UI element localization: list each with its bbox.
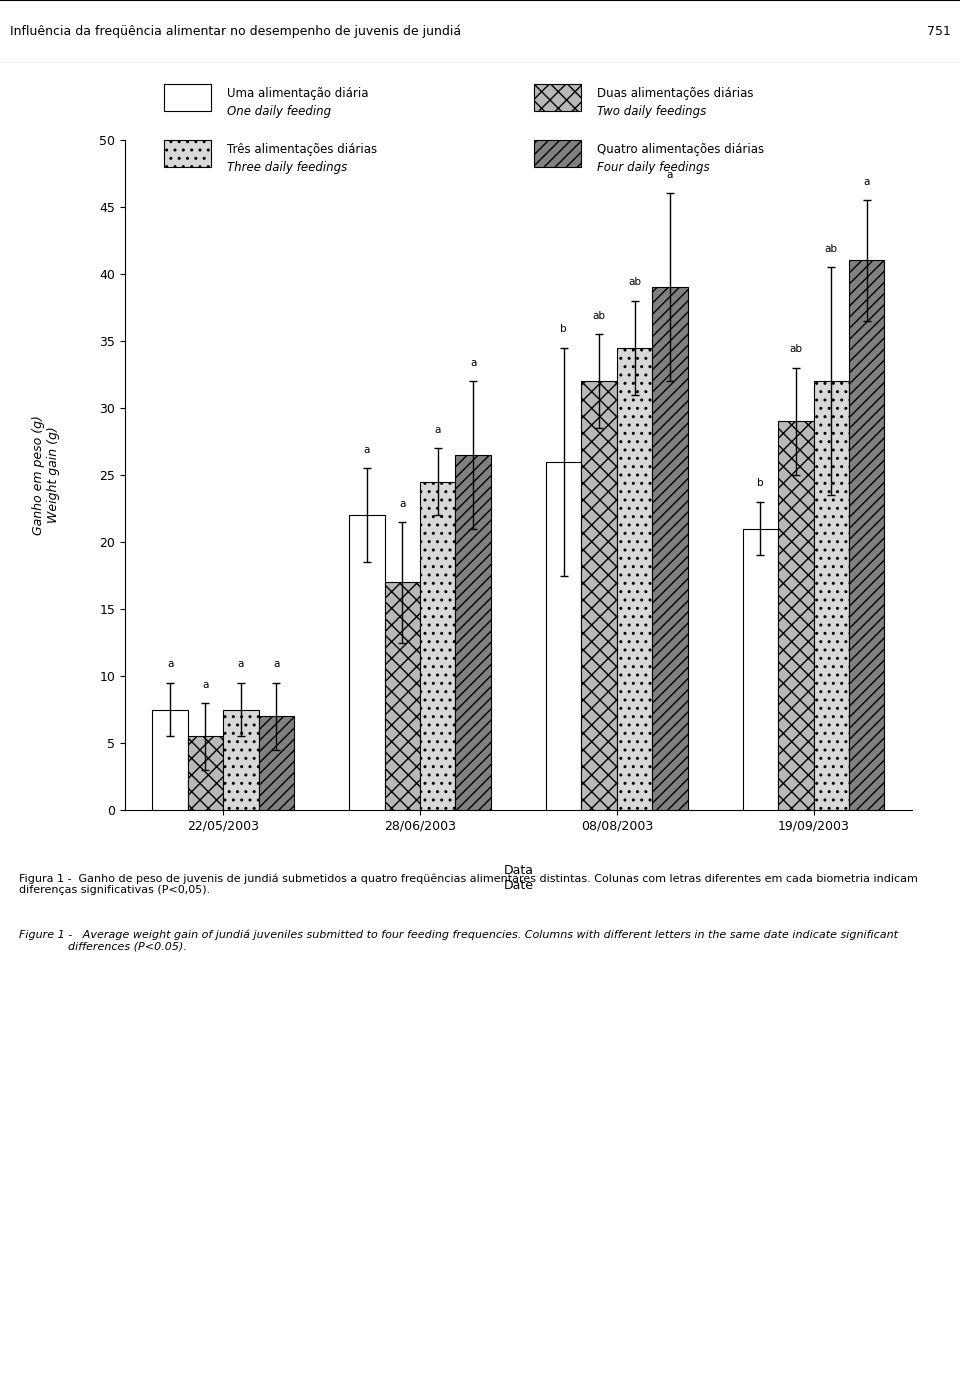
Bar: [743, 528, 779, 810]
Text: ab: ab: [592, 310, 606, 321]
Text: Quatro alimentações diárias: Quatro alimentações diárias: [597, 142, 764, 155]
Text: a: a: [667, 170, 673, 180]
Text: a: a: [238, 659, 244, 669]
Text: Ganho em peso (g)
Weight gain (g): Ganho em peso (g) Weight gain (g): [32, 415, 60, 535]
Text: a: a: [274, 659, 279, 669]
Text: a: a: [864, 176, 870, 187]
Text: Four daily feedings: Four daily feedings: [597, 161, 709, 173]
Text: b: b: [561, 324, 567, 334]
Text: Figure 1 -   Average weight gain of jundiá juveniles submitted to four feeding f: Figure 1 - Average weight gain of jundiá…: [19, 929, 899, 951]
Bar: [849, 260, 884, 810]
Text: Three daily feedings: Three daily feedings: [228, 161, 348, 173]
Text: a: a: [364, 444, 370, 455]
Text: ab: ab: [825, 243, 838, 254]
Text: ab: ab: [628, 277, 641, 288]
Text: Two daily feedings: Two daily feedings: [597, 105, 707, 117]
Bar: [546, 461, 582, 810]
Bar: [153, 710, 188, 810]
Text: b: b: [757, 478, 764, 489]
Bar: [164, 140, 211, 168]
Text: Figura 1 -  Ganho de peso de juvenis de jundiá submetidos a quatro freqüências a: Figura 1 - Ganho de peso de juvenis de j…: [19, 873, 918, 895]
Bar: [582, 381, 616, 810]
Text: Duas alimentações diárias: Duas alimentações diárias: [597, 87, 754, 99]
Text: Três alimentações diárias: Três alimentações diárias: [228, 142, 377, 155]
Text: Influência da freqüência alimentar no desempenho de juvenis de jundiá: Influência da freqüência alimentar no de…: [10, 25, 461, 38]
Text: a: a: [203, 679, 208, 690]
Bar: [534, 84, 582, 112]
Bar: [385, 583, 420, 810]
Text: Uma alimentação diária: Uma alimentação diária: [228, 87, 369, 99]
Text: ab: ab: [789, 344, 803, 355]
Bar: [534, 140, 582, 168]
Text: a: a: [435, 425, 441, 434]
Bar: [188, 736, 223, 810]
Text: a: a: [399, 499, 405, 509]
Bar: [258, 717, 294, 810]
Text: Data
Date: Data Date: [503, 863, 534, 891]
Bar: [349, 515, 385, 810]
Bar: [164, 84, 211, 112]
Bar: [652, 288, 687, 810]
Text: 751: 751: [926, 25, 950, 38]
Bar: [420, 482, 455, 810]
Bar: [814, 381, 849, 810]
Bar: [616, 348, 652, 810]
Bar: [779, 422, 814, 810]
Bar: [455, 455, 491, 810]
Text: a: a: [470, 358, 476, 367]
Text: One daily feeding: One daily feeding: [228, 105, 331, 117]
Bar: [223, 710, 258, 810]
Text: a: a: [167, 659, 173, 669]
